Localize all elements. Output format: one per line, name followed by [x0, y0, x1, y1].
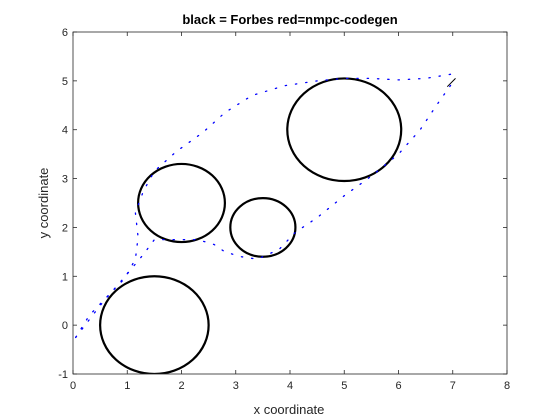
trajectory-3 [446, 78, 456, 88]
obstacle-circle-4 [286, 77, 403, 183]
y-tick-label: 1 [62, 271, 68, 283]
y-tick-label: 5 [62, 76, 68, 88]
obstacle-circle-1 [99, 275, 210, 374]
y-tick-label: 3 [62, 174, 68, 186]
x-axis-title: x coordinate [254, 402, 325, 417]
x-tick-label: 7 [450, 380, 456, 392]
x-tick-label: 6 [395, 380, 401, 392]
plot-data-layer [75, 72, 457, 374]
x-tick-label: 4 [287, 380, 293, 392]
y-tick-label: 2 [62, 222, 68, 234]
y-axis-title: y coordinate [36, 168, 51, 239]
trajectory-2 [75, 77, 457, 339]
y-tick-label: 0 [62, 320, 68, 332]
x-tick-label: 0 [70, 380, 76, 392]
x-tick-label: 1 [124, 380, 130, 392]
trajectory-1 [75, 72, 457, 339]
y-tick-label: 6 [62, 27, 68, 39]
obstacle-circle-3 [229, 197, 297, 258]
x-tick-label: 5 [341, 380, 347, 392]
x-tick-label: 2 [178, 380, 184, 392]
y-tick-label: -1 [58, 369, 68, 381]
axes-layer [72, 31, 508, 375]
obstacle-circle-2 [137, 162, 227, 244]
chart-title: black = Forbes red=nmpc-codegen [182, 12, 397, 27]
y-tick-label: 4 [62, 125, 68, 137]
x-tick-label: 8 [504, 380, 510, 392]
x-tick-label: 3 [233, 380, 239, 392]
